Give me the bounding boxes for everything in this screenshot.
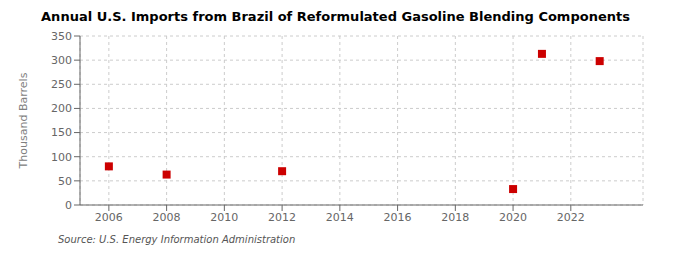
svg-text:2022: 2022 [557, 211, 585, 224]
svg-text:100: 100 [51, 151, 72, 164]
svg-text:2018: 2018 [441, 211, 469, 224]
html-text:Source: U.S. Energy Informatio: Source: U.S. Energy Information Administ… [58, 234, 296, 245]
svg-text:0: 0 [65, 199, 72, 212]
svg-text:2014: 2014 [326, 211, 354, 224]
svg-text:200: 200 [51, 102, 72, 115]
svg-text:Thousand Barrels: Thousand Barrels [17, 72, 30, 169]
svg-text:2016: 2016 [384, 211, 412, 224]
html-text:Annual U.S. Imports from Brazi: Annual U.S. Imports from Brazil of Refor… [41, 9, 630, 24]
svg-text:350: 350 [51, 30, 72, 43]
svg-text:150: 150 [51, 126, 72, 139]
svg-text:300: 300 [51, 54, 72, 67]
svg-text:2006: 2006 [95, 211, 123, 224]
svg-text:2020: 2020 [499, 211, 527, 224]
svg-text:2012: 2012 [268, 211, 296, 224]
svg-text:2010: 2010 [210, 211, 238, 224]
svg-text:50: 50 [58, 175, 72, 188]
svg-text:2008: 2008 [153, 211, 181, 224]
svg-text:250: 250 [51, 78, 72, 91]
